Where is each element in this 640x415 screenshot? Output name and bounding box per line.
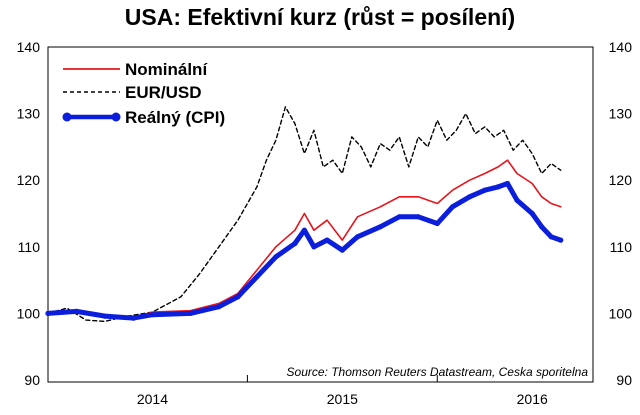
series-point-2: [449, 204, 456, 210]
series-point-2: [311, 244, 317, 250]
y-tick-label-right: 90: [616, 372, 632, 388]
source-note: Source: Thomson Reuters Datastream, Cesk…: [287, 365, 589, 379]
series-point-2: [504, 180, 511, 187]
year-boundary-ticks: [246, 375, 438, 382]
series-line-1: [47, 106, 562, 323]
y-tick-label-right: 110: [610, 239, 633, 255]
series-point-2: [73, 308, 80, 314]
y-tick-label-left: 110: [18, 239, 41, 255]
legend-label-nominal: Nominální: [125, 60, 208, 79]
series-point-2: [415, 214, 421, 220]
series-point-2: [495, 184, 501, 190]
series-line-2: [45, 181, 564, 321]
y-tick-label-left: 120: [17, 172, 41, 188]
series-point-2: [339, 247, 345, 253]
x-axis: 2014 2015 2016: [137, 391, 548, 407]
series-point-2: [482, 187, 488, 193]
y-tick-label-left: 140: [17, 39, 41, 55]
series-line-0: [47, 159, 562, 319]
y-tick-label-left: 100: [17, 305, 41, 321]
y-tick-label-right: 120: [609, 172, 633, 188]
series-point-2: [558, 237, 564, 243]
series-point-2: [529, 210, 535, 217]
plot-frame: [47, 46, 594, 383]
series-point-2: [45, 310, 51, 316]
series-point-2: [539, 224, 545, 230]
series-point-2: [292, 240, 298, 247]
series-point-2: [514, 197, 520, 203]
series-layer: [45, 106, 564, 323]
series-point-2: [301, 227, 307, 233]
series-point-2: [273, 254, 279, 260]
series-point-2: [130, 315, 137, 321]
series-point-2: [216, 304, 222, 310]
y-tick-label-left: 90: [24, 372, 40, 388]
chart-title: USA: Efektivní kurz (růst = posílení): [125, 4, 515, 30]
series-point-2: [354, 234, 361, 240]
series-point-2: [324, 237, 330, 243]
x-tick-label: 2016: [517, 391, 548, 407]
y-tick-label-right: 140: [609, 39, 633, 55]
legend-label-eurusd: EUR/USD: [125, 83, 202, 102]
series-point-2: [149, 312, 155, 318]
series-point-2: [467, 194, 473, 200]
y-tick-label-right: 100: [609, 305, 633, 321]
x-tick-label: 2014: [137, 391, 168, 407]
series-point-2: [235, 294, 241, 300]
series-point-2: [102, 313, 108, 319]
series-point-2: [377, 224, 383, 230]
legend-marker-real-end: [111, 112, 121, 122]
series-point-2: [396, 214, 402, 220]
series-point-2: [548, 234, 554, 240]
series-point-2: [187, 310, 193, 316]
legend-label-real: Reálný (CPI): [125, 108, 225, 127]
y-axis-right: 140 130 120 110 100 90: [609, 39, 633, 388]
legend-marker-real-start: [62, 112, 72, 122]
y-tick-label-left: 130: [17, 106, 41, 122]
legend: Nominální EUR/USD Reálný (CPI): [62, 60, 225, 127]
y-axis-left: 140 130 120 110 100 90: [17, 39, 41, 388]
series-point-2: [254, 274, 260, 280]
x-tick-label: 2015: [327, 391, 358, 407]
y-tick-label-right: 130: [609, 106, 633, 122]
series-point-2: [434, 220, 440, 227]
